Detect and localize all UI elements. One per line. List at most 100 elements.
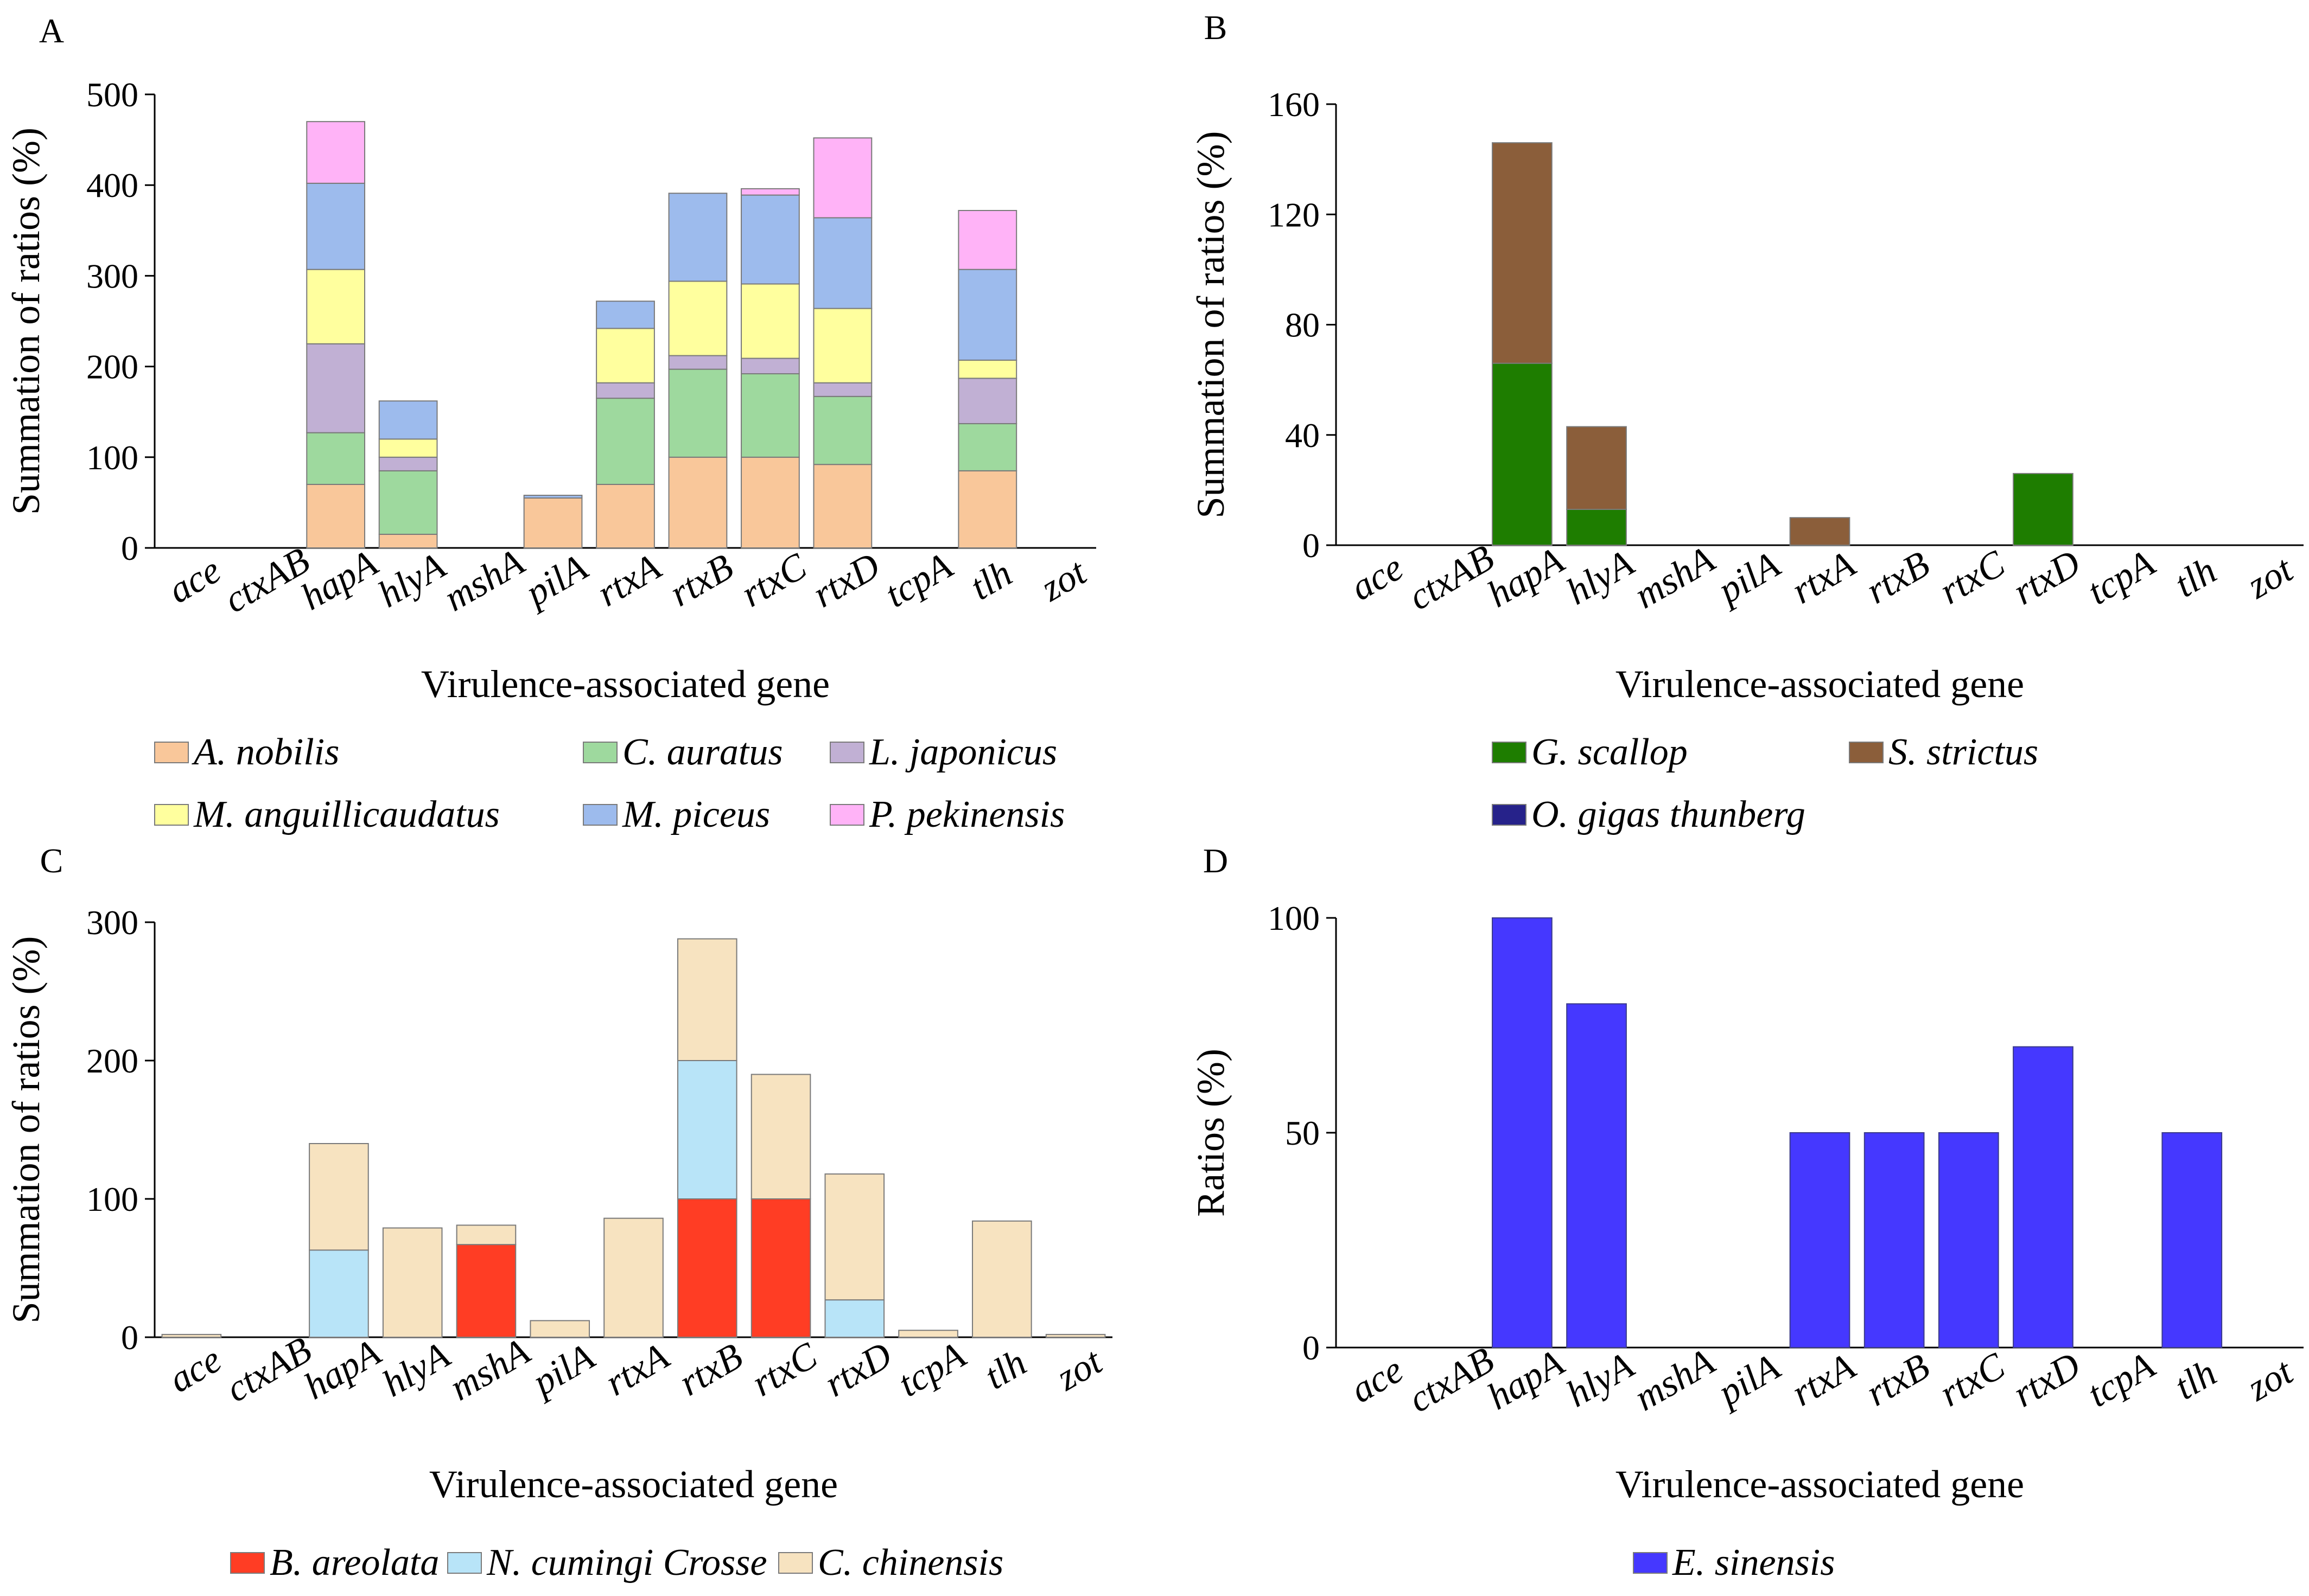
bar-rtxa-m-anguillicaudatus [596,328,655,384]
panel-b: B04080120160acectxABhapAhlyAmshApilArtxA… [1189,8,2304,835]
legend-swatch-b-areolata [230,1552,265,1574]
bar-hapa-c-auratus [306,432,366,485]
x-tick-label-msha: mshA [443,1330,537,1409]
bar-hapa-n-cumingi-crosse [309,1249,369,1338]
x-tick-label-hlya: hlyA [371,545,453,616]
bar-zot-c-chinensis [1045,1333,1106,1338]
x-tick-label-hlya: hlyA [376,1334,457,1405]
x-tick-label-rtxc: rtxC [1932,1345,2012,1415]
y-tick-label: 50 [1285,1114,1320,1152]
x-tick-label-rtxa: rtxA [1785,1345,1862,1414]
x-axis-title: Virulence-associated gene [421,662,830,706]
x-axis-title: Virulence-associated gene [429,1463,838,1506]
bar-rtxc-p-pekinensis [741,188,800,196]
x-tick-label-msha: mshA [1627,1340,1721,1419]
y-tick-label: 100 [86,1180,138,1218]
x-axis-title: Virulence-associated gene [1615,1463,2024,1506]
legend-label-n-cumingi-crosse: N. cumingi Crosse [486,1542,767,1584]
bar-rtxb-l-japonicus [668,355,728,370]
legend-swatch-p-pekinensis [830,804,864,826]
x-tick-label-hapa: hapA [1480,1342,1571,1418]
x-tick-label-tcpa: tcpA [878,545,959,616]
legend-swatch-o-gigas-thunberg [1492,804,1526,826]
panel-label-a: A [39,11,64,50]
y-tick-label: 300 [86,903,138,942]
bar-tlh-m-piceus [958,269,1017,361]
bar-rtxd-l-japonicus [813,382,873,397]
x-tick-label-msha: mshA [1627,538,1721,617]
bar-hlya-s-strictus [1566,426,1627,510]
x-tick-label-pila: pilA [1709,1346,1787,1415]
x-tick-label-tlh: tlh [2168,1352,2224,1408]
legend-label-p-pekinensis: P. pekinensis [869,794,1065,835]
bar-tlh-a-nobilis [958,470,1017,548]
x-tick-label-tlh: tlh [2168,550,2224,606]
x-tick-label-hlya: hlyA [1560,1344,1641,1415]
x-tick-label-msha: mshA [437,541,531,620]
legend: E. sinensis [1633,1542,1835,1584]
y-tick-label: 0 [1302,526,1320,565]
bar-rtxc-c-auratus [741,373,800,458]
bar-rtxc-m-piceus [741,194,800,285]
y-tick-label: 0 [121,1318,138,1357]
bar-hlya-c-auratus [378,470,438,535]
legend-label-m-piceus: M. piceus [622,794,770,835]
bar-hapa-g-scallop [1492,362,1553,546]
legend: B. areolata N. cumingi Crosse C. chinensis [230,1542,1003,1584]
legend-swatch-c-auratus [583,742,618,763]
x-tick-label-ace: ace [162,1338,228,1401]
x-tick-label-tcpa: tcpA [2081,542,2162,613]
x-tick-label-rtxa: rtxA [599,1335,676,1404]
y-axis-title: Summation of ratios (%) [4,936,48,1324]
bar-rtxb-c-auratus [668,368,728,458]
bar-rtxd-c-chinensis [824,1173,885,1301]
x-tick-label-zot: zot [2240,1350,2300,1409]
bar-hapa-m-anguillicaudatus [306,269,366,344]
bar-hlya-a-nobilis [378,533,438,548]
x-tick-label-rtxd: rtxD [2006,542,2088,613]
y-tick-label: 300 [86,257,138,295]
bar-rtxa-c-auratus [596,398,655,485]
legend: G. scallop S. strictus O. gigas thunberg [1492,731,2038,835]
bar-tlh-p-pekinensis [958,210,1017,270]
bar-rtxa-l-japonicus [596,382,655,399]
bar-rtxd-c-auratus [813,395,873,465]
panel-c: C0100200300acectxABhapAhlyAmshApilArtxAr… [4,841,1112,1584]
bar-rtxd-p-pekinensis [813,137,873,219]
x-tick-label-tcpa: tcpA [892,1334,973,1405]
bar-tlh-c-auratus [958,423,1017,471]
bar-rtxb-c-chinensis [677,938,737,1061]
x-tick-label-rtxc: rtxC [1932,542,2012,613]
bar-rtxc-a-nobilis [741,456,800,548]
bar-msha-b-areolata [456,1244,517,1338]
bar-rtxd-g-scallop [2013,473,2073,546]
x-axis-title: Virulence-associated gene [1615,662,2024,706]
bar-rtxb-b-areolata [677,1198,737,1338]
x-tick-label-rtxc: rtxC [734,545,814,616]
x-tick-label-zot: zot [1049,1340,1109,1399]
legend: A. nobilis C. auratus L. japonicus M. angui… [154,731,1065,835]
bar-hlya-g-scallop [1566,508,1627,546]
legend-label-a-nobilis: A. nobilis [192,731,339,773]
y-tick-label: 120 [1268,195,1320,234]
x-tick-label-tlh: tlh [978,1342,1034,1398]
x-tick-label-rtxd: rtxD [818,1334,899,1405]
x-tick-label-rtxd: rtxD [2006,1344,2088,1415]
bar-hapa-c-chinensis [309,1143,369,1251]
legend-swatch-m-anguillicaudatus [154,804,189,826]
bar-hlya-l-japonicus [378,456,438,471]
bar-rtxc-b-areolata [750,1198,811,1338]
legend-label-l-japonicus: L. japonicus [869,731,1057,773]
y-axis-title: Summation of ratios (%) [4,127,48,515]
x-tick-label-zot: zot [1034,551,1094,610]
y-tick-label: 200 [86,348,138,386]
y-tick-label: 400 [86,166,138,205]
bar-hlya-e-sinensis [1566,1003,1627,1348]
bar-rtxb-a-nobilis [668,456,728,548]
legend-swatch-m-piceus [583,804,618,826]
bar-rtxc-l-japonicus [741,357,800,374]
x-tick-label-ace: ace [1344,1349,1410,1411]
y-axis-title: Summation of ratios (%) [1189,131,1232,519]
x-tick-label-hlya: hlyA [1560,542,1641,613]
y-tick-label: 80 [1285,306,1320,344]
